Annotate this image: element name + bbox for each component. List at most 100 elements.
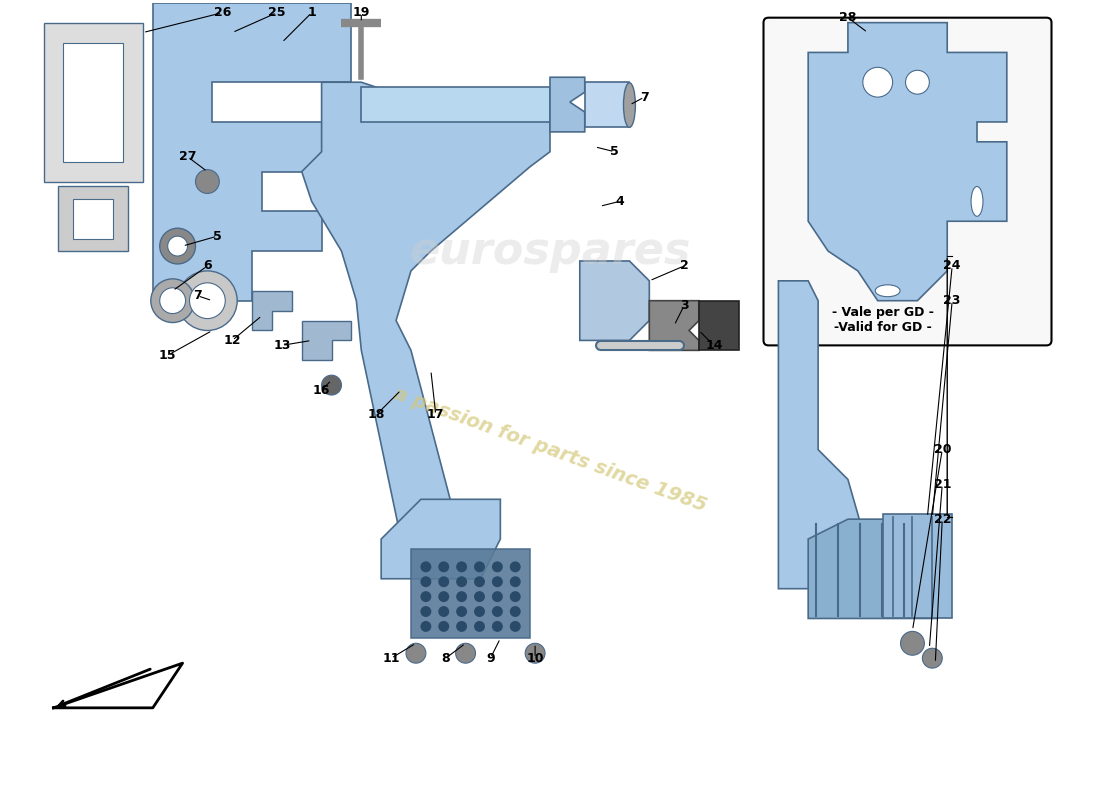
Circle shape [492,576,503,587]
Text: 5: 5 [213,230,222,242]
Text: 7: 7 [194,290,201,302]
Polygon shape [301,321,351,360]
Text: 23: 23 [944,294,961,307]
Text: 27: 27 [179,150,196,163]
Circle shape [492,606,503,617]
Text: 19: 19 [353,6,370,19]
Text: 18: 18 [367,408,385,422]
Polygon shape [64,42,123,162]
Circle shape [438,606,449,617]
Polygon shape [808,22,1006,301]
Circle shape [420,562,431,572]
Polygon shape [411,549,530,638]
Polygon shape [882,514,953,618]
Circle shape [438,591,449,602]
Circle shape [438,621,449,632]
Polygon shape [550,78,585,132]
Circle shape [474,576,485,587]
Ellipse shape [876,285,900,297]
Circle shape [456,606,468,617]
Text: 24: 24 [944,259,961,273]
Text: 1: 1 [307,6,316,19]
Circle shape [492,562,503,572]
Circle shape [905,70,930,94]
Polygon shape [58,186,128,251]
Ellipse shape [624,82,636,127]
Circle shape [509,576,520,587]
Text: 4: 4 [615,195,624,208]
Polygon shape [74,199,113,239]
Text: 5: 5 [610,146,619,158]
Ellipse shape [971,186,983,216]
Circle shape [438,562,449,572]
Circle shape [509,591,520,602]
Circle shape [509,606,520,617]
Polygon shape [301,82,550,578]
Circle shape [492,621,503,632]
Text: 22: 22 [934,513,952,526]
Circle shape [525,643,544,663]
Circle shape [474,562,485,572]
Text: 9: 9 [486,652,495,665]
Text: 15: 15 [158,349,176,362]
Text: a passion for parts since 1985: a passion for parts since 1985 [390,384,710,515]
Circle shape [196,170,219,194]
Text: 3: 3 [680,299,689,312]
Polygon shape [779,281,868,589]
Circle shape [420,606,431,617]
Circle shape [509,621,520,632]
Text: 21: 21 [934,478,952,491]
Circle shape [509,562,520,572]
Circle shape [321,375,341,395]
Polygon shape [44,22,143,182]
Text: - Vale per GD -
-Valid for GD -: - Vale per GD - -Valid for GD - [832,306,934,334]
Circle shape [456,562,468,572]
Polygon shape [808,519,937,618]
Text: 2: 2 [680,259,689,273]
Text: 25: 25 [268,6,286,19]
Text: 13: 13 [273,339,290,352]
Polygon shape [382,499,500,578]
Polygon shape [580,261,649,341]
Text: eurospares: eurospares [409,230,691,273]
Circle shape [456,621,468,632]
Text: 28: 28 [839,11,857,24]
Polygon shape [252,290,292,330]
Circle shape [167,236,187,256]
Circle shape [923,648,943,668]
Circle shape [160,288,186,314]
Polygon shape [153,2,351,301]
Circle shape [901,631,924,655]
Circle shape [456,591,468,602]
Circle shape [160,228,196,264]
Circle shape [456,576,468,587]
Text: 12: 12 [223,334,241,347]
Text: 20: 20 [934,443,952,456]
Circle shape [438,576,449,587]
FancyBboxPatch shape [763,18,1052,346]
Circle shape [474,621,485,632]
Circle shape [189,283,226,318]
Text: 16: 16 [312,383,330,397]
Text: 26: 26 [213,6,231,19]
Circle shape [151,279,195,322]
Text: 6: 6 [204,259,211,273]
Circle shape [492,591,503,602]
Circle shape [455,643,475,663]
Text: 10: 10 [527,652,543,665]
Text: 8: 8 [441,652,450,665]
Circle shape [420,591,431,602]
Text: 11: 11 [383,652,400,665]
Circle shape [862,67,892,97]
Polygon shape [585,82,629,127]
Polygon shape [698,301,739,350]
Circle shape [474,591,485,602]
Text: 7: 7 [640,90,649,104]
Circle shape [420,621,431,632]
Circle shape [420,576,431,587]
Polygon shape [649,301,698,350]
Text: 17: 17 [427,408,444,422]
Circle shape [474,606,485,617]
Circle shape [177,271,238,330]
Circle shape [406,643,426,663]
